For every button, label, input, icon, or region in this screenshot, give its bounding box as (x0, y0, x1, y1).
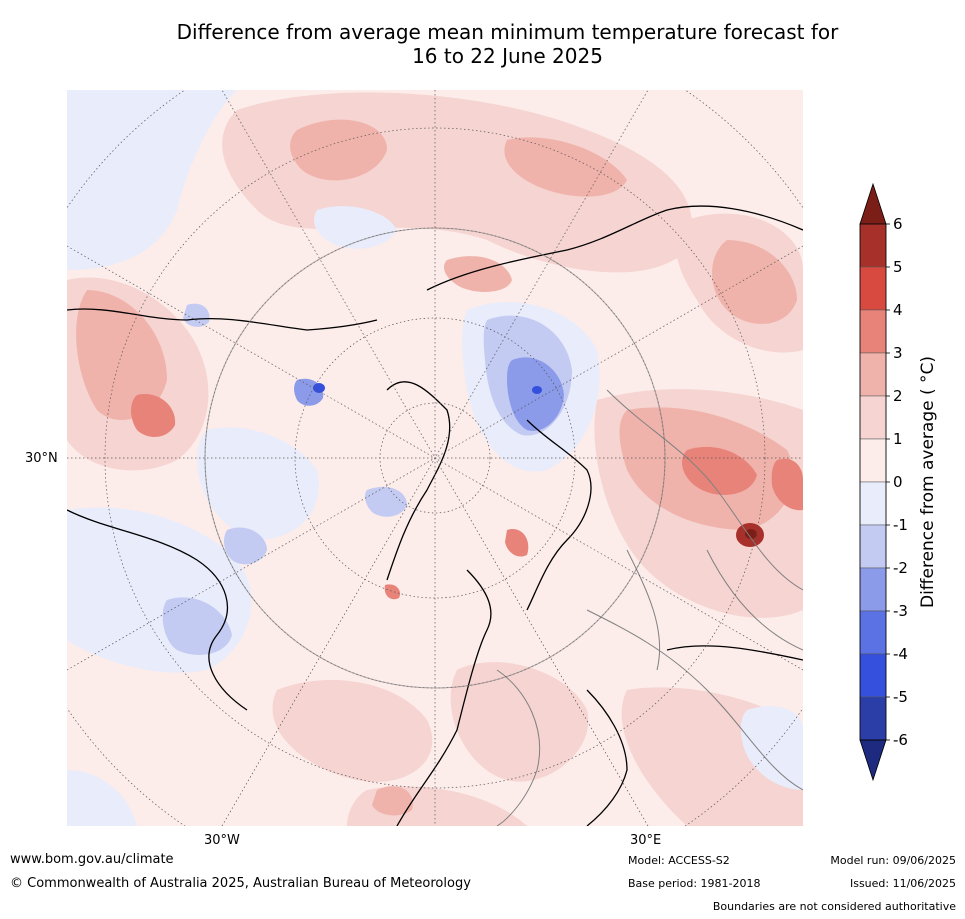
coastlines (67, 205, 803, 826)
lon-label-30w: 30°W (204, 833, 240, 848)
copyright: © Commonwealth of Australia 2025, Austra… (10, 876, 471, 891)
colorbar-tick-label: 1 (893, 430, 903, 448)
map-canvas (67, 90, 803, 826)
colorbar-ticks: 6 5 4 3 2 1 0 -1 -2 -3 -4 -5 -6 (886, 215, 908, 749)
lon-label-30e: 30°E (630, 833, 662, 848)
map-title: Difference from average mean minimum tem… (0, 20, 965, 68)
website-link[interactable]: www.bom.gov.au/climate (10, 852, 174, 867)
colorbar-swatch (859, 567, 887, 612)
colorbar-swatch (859, 481, 887, 526)
colorbar-tick-label: -5 (893, 688, 908, 706)
colorbar-tick-label: -2 (893, 559, 908, 577)
colorbar-swatches (859, 182, 887, 782)
colorbar-tick-label: 6 (893, 215, 903, 233)
colorbar-tick-label: 3 (893, 344, 903, 362)
arctic-circle (204, 227, 666, 689)
colorbar-swatch (859, 696, 887, 741)
anomaly-3-to-4 (131, 394, 803, 600)
colorbar-tick-label: -3 (893, 602, 908, 620)
colorbar-tick-label: 4 (893, 301, 903, 319)
colorbar-tick-label: -4 (893, 645, 908, 663)
colorbar-swatch (859, 438, 887, 483)
base-period: Base period: 1981-2018 (628, 877, 761, 890)
colorbar-extend-low (859, 739, 887, 782)
issued-date: Issued: 11/06/2025 (849, 877, 956, 890)
colorbar-svg: 6 5 4 3 2 1 0 -1 -2 -3 -4 -5 -6 (859, 182, 908, 782)
title-line-1: Difference from average mean minimum tem… (176, 20, 839, 44)
disclaimer: Boundaries are not considered authoritat… (712, 900, 956, 913)
colorbar-swatch (859, 266, 887, 311)
lat-label-30n: 30°N (25, 451, 58, 466)
colorbar-extend-high (859, 182, 887, 225)
anomaly-hot-spot (736, 523, 764, 547)
colorbar-label: Difference from average ( °C) (918, 355, 938, 609)
model-name: Model: ACCESS-S2 (628, 854, 730, 867)
colorbar-swatch (859, 309, 887, 354)
colorbar-tick-label: 0 (893, 473, 903, 491)
colorbar: 6 5 4 3 2 1 0 -1 -2 -3 -4 -5 -6 (855, 180, 915, 789)
colorbar-swatch (859, 395, 887, 440)
colorbar-swatch (859, 653, 887, 698)
anomaly-minus-4-and-below (313, 383, 542, 394)
forecast-map[interactable] (67, 90, 803, 826)
borders (496, 389, 803, 826)
colorbar-tick-label: -1 (893, 516, 908, 534)
colorbar-tick-label: -6 (893, 731, 908, 749)
colorbar-tick-label: 2 (893, 387, 903, 405)
colorbar-swatch (859, 524, 887, 569)
model-run: Model run: 09/06/2025 (830, 854, 956, 867)
colorbar-swatch (859, 223, 887, 268)
colorbar-swatch (859, 352, 887, 397)
colorbar-tick-label: 5 (893, 258, 903, 276)
title-line-2: 16 to 22 June 2025 (412, 44, 603, 68)
colorbar-swatch (859, 610, 887, 655)
